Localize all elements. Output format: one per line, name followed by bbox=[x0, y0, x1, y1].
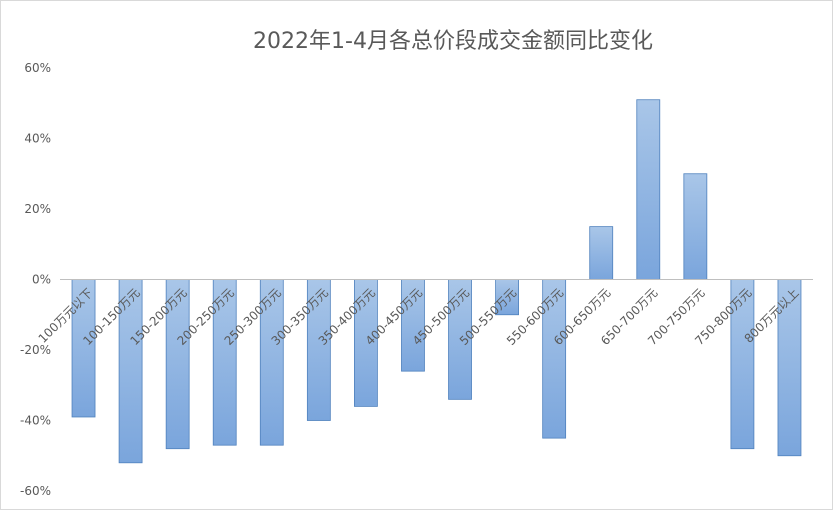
bar bbox=[683, 173, 708, 280]
bar bbox=[589, 226, 614, 280]
y-tick-label: -20% bbox=[20, 343, 51, 357]
y-tick-label: -60% bbox=[20, 484, 51, 498]
y-tick-label: 40% bbox=[24, 132, 51, 146]
y-tick-label: -40% bbox=[20, 414, 51, 428]
y-tick-label: 60% bbox=[24, 61, 51, 75]
y-axis-labels: 60% 40% 20% 0% -20% -40% -60% bbox=[20, 61, 51, 498]
y-tick-label: 0% bbox=[32, 273, 51, 287]
bar bbox=[636, 99, 661, 280]
chart-title: 2022年1-4月各总价段成交金额同比变化 bbox=[253, 29, 653, 54]
y-tick-label: 20% bbox=[24, 202, 51, 216]
bars-group bbox=[71, 99, 802, 464]
